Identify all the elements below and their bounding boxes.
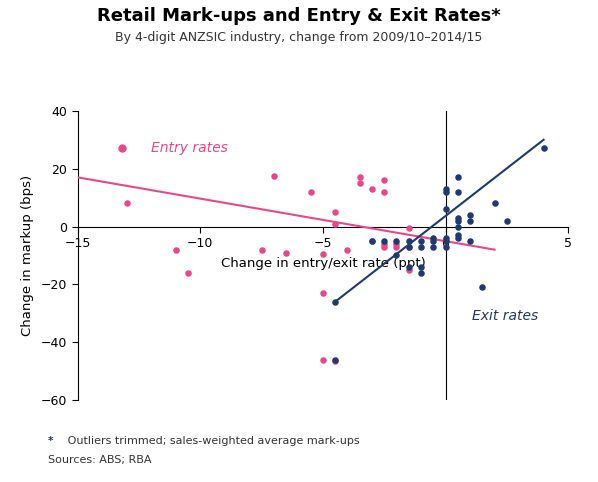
Point	[539, 145, 548, 152]
Point	[379, 188, 389, 196]
Text: *: *	[48, 436, 53, 446]
Point	[404, 266, 414, 274]
Point	[330, 357, 340, 365]
Point	[404, 224, 414, 232]
Point	[490, 200, 499, 207]
Point	[465, 211, 475, 219]
Point	[330, 356, 340, 363]
Point	[453, 174, 463, 181]
Point	[404, 243, 414, 251]
Point	[306, 188, 316, 196]
Point	[183, 269, 193, 277]
Point	[404, 243, 414, 251]
Point	[441, 234, 450, 242]
Point	[257, 246, 267, 254]
Point	[477, 283, 487, 291]
Point	[367, 185, 377, 193]
Point	[465, 217, 475, 225]
Text: By 4-digit ANZSIC industry, change from 2009/10–2014/15: By 4-digit ANZSIC industry, change from …	[115, 31, 483, 44]
Point	[392, 243, 401, 251]
Y-axis label: Change in markup (bps): Change in markup (bps)	[21, 175, 34, 336]
Point	[379, 176, 389, 184]
Point	[441, 188, 450, 196]
Point	[453, 214, 463, 222]
Point	[404, 237, 414, 245]
Point	[416, 263, 426, 271]
Text: *    Outliers trimmed; sales-weighted average mark-ups: * Outliers trimmed; sales-weighted avera…	[48, 436, 359, 446]
Point	[343, 246, 352, 254]
Point	[367, 237, 377, 245]
Point	[330, 208, 340, 216]
Point	[441, 185, 450, 193]
Point	[379, 237, 389, 245]
Text: Exit rates: Exit rates	[472, 309, 539, 323]
Point	[502, 217, 512, 225]
Point	[330, 298, 340, 306]
Point	[404, 263, 414, 271]
Point	[416, 237, 426, 245]
Point	[355, 174, 365, 181]
Point	[416, 243, 426, 251]
Point	[441, 237, 450, 245]
Point	[122, 200, 132, 207]
Point	[367, 237, 377, 245]
Point	[379, 243, 389, 251]
Point	[330, 220, 340, 228]
Point	[428, 234, 438, 242]
Point	[269, 172, 279, 180]
Text: Sources: ABS; RBA: Sources: ABS; RBA	[48, 455, 151, 466]
Point	[453, 234, 463, 242]
Point	[453, 231, 463, 239]
Point	[465, 237, 475, 245]
Point	[318, 250, 328, 258]
Point	[428, 243, 438, 251]
Point	[441, 243, 450, 251]
Point	[392, 237, 401, 245]
Point	[171, 246, 181, 254]
Text: Entry rates: Entry rates	[151, 141, 228, 156]
Point	[441, 205, 450, 213]
Point	[453, 217, 463, 225]
Point	[379, 240, 389, 248]
Point	[416, 269, 426, 277]
Point	[453, 188, 463, 196]
Point	[355, 179, 365, 187]
Point	[281, 249, 291, 256]
Point	[318, 356, 328, 363]
X-axis label: Change in entry/exit rate (ppt): Change in entry/exit rate (ppt)	[221, 257, 425, 270]
Point	[392, 252, 401, 259]
Point	[318, 289, 328, 297]
Point	[392, 240, 401, 248]
Point	[428, 237, 438, 245]
Text: Retail Mark-ups and Entry & Exit Rates*: Retail Mark-ups and Entry & Exit Rates*	[97, 7, 501, 25]
Point	[453, 223, 463, 230]
